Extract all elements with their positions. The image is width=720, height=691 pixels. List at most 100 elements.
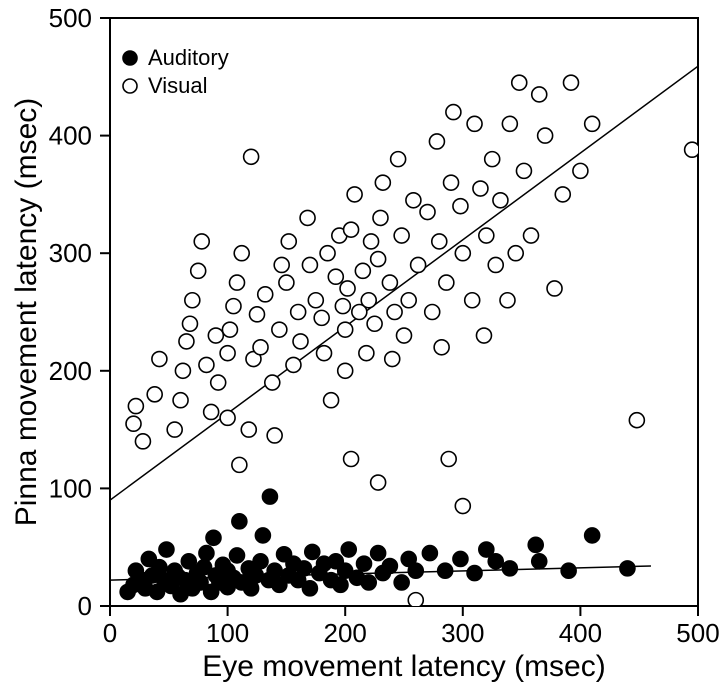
data-point <box>191 263 206 278</box>
data-point <box>394 228 409 243</box>
series-auditory <box>120 489 635 602</box>
data-point <box>476 328 491 343</box>
data-point <box>453 199 468 214</box>
data-point <box>538 128 553 143</box>
data-point <box>126 416 141 431</box>
data-point <box>241 422 256 437</box>
data-point <box>502 561 517 576</box>
data-point <box>267 563 282 578</box>
data-point <box>253 340 268 355</box>
data-point <box>439 275 454 290</box>
data-point <box>629 413 644 428</box>
data-point <box>408 563 423 578</box>
data-point <box>185 293 200 308</box>
data-point <box>512 75 527 90</box>
data-point <box>391 152 406 167</box>
data-point <box>479 228 494 243</box>
data-point <box>394 575 409 590</box>
data-point <box>455 246 470 261</box>
data-point <box>159 542 174 557</box>
data-point <box>338 322 353 337</box>
plot-group <box>110 66 700 607</box>
data-point <box>291 305 306 320</box>
data-point <box>179 334 194 349</box>
data-point <box>573 163 588 178</box>
data-point <box>441 452 456 467</box>
data-point <box>232 457 247 472</box>
data-point <box>244 149 259 164</box>
data-point <box>152 352 167 367</box>
data-point <box>500 293 515 308</box>
data-point <box>371 252 386 267</box>
data-point <box>371 475 386 490</box>
data-point <box>220 346 235 361</box>
x-tick-label: 300 <box>441 618 484 648</box>
data-point <box>230 275 245 290</box>
data-point <box>355 263 370 278</box>
data-point <box>401 293 416 308</box>
data-point <box>408 593 423 608</box>
legend-marker-auditory <box>123 51 137 65</box>
data-point <box>382 275 397 290</box>
data-point <box>324 393 339 408</box>
data-point <box>305 544 320 559</box>
series-visual <box>126 75 700 607</box>
data-point <box>211 375 226 390</box>
data-point <box>685 142 700 157</box>
data-point <box>262 489 277 504</box>
data-point <box>194 234 209 249</box>
data-point <box>367 316 382 331</box>
data-point <box>230 548 245 563</box>
data-point <box>208 328 223 343</box>
data-point <box>434 340 449 355</box>
data-point <box>528 537 543 552</box>
data-point <box>232 514 247 529</box>
data-point <box>532 87 547 102</box>
data-point <box>340 281 355 296</box>
data-point <box>286 357 301 372</box>
data-point <box>206 530 221 545</box>
data-point <box>199 546 214 561</box>
y-tick-label: 300 <box>49 238 92 268</box>
x-axis-title: Eye movement latency (msec) <box>202 650 605 683</box>
data-point <box>204 404 219 419</box>
data-point <box>524 228 539 243</box>
data-point <box>314 310 329 325</box>
scatter-chart: 01002003004005000100200300400500Eye move… <box>0 0 720 691</box>
data-point <box>167 422 182 437</box>
data-point <box>488 257 503 272</box>
data-point <box>357 556 372 571</box>
x-tick-label: 200 <box>324 618 367 648</box>
data-point <box>425 305 440 320</box>
data-point <box>272 322 287 337</box>
data-point <box>547 281 562 296</box>
chart-svg: 01002003004005000100200300400500Eye move… <box>0 0 720 691</box>
data-point <box>411 257 426 272</box>
data-point <box>347 187 362 202</box>
y-tick-label: 100 <box>49 473 92 503</box>
legend-marker-visual <box>123 79 137 93</box>
data-point <box>258 287 273 302</box>
data-point <box>359 346 374 361</box>
data-point <box>429 134 444 149</box>
y-tick-label: 400 <box>49 121 92 151</box>
data-point <box>234 246 249 261</box>
data-point <box>338 363 353 378</box>
data-point <box>493 193 508 208</box>
data-point <box>253 554 268 569</box>
data-point <box>341 542 356 557</box>
data-point <box>432 234 447 249</box>
data-point <box>281 234 296 249</box>
fit-line-visual <box>110 66 698 500</box>
data-point <box>344 452 359 467</box>
data-point <box>446 105 461 120</box>
data-point <box>585 116 600 131</box>
data-point <box>226 299 241 314</box>
data-point <box>222 322 237 337</box>
data-point <box>563 75 578 90</box>
data-point <box>317 346 332 361</box>
data-point <box>467 566 482 581</box>
data-point <box>375 175 390 190</box>
data-point <box>444 175 459 190</box>
data-point <box>199 357 214 372</box>
